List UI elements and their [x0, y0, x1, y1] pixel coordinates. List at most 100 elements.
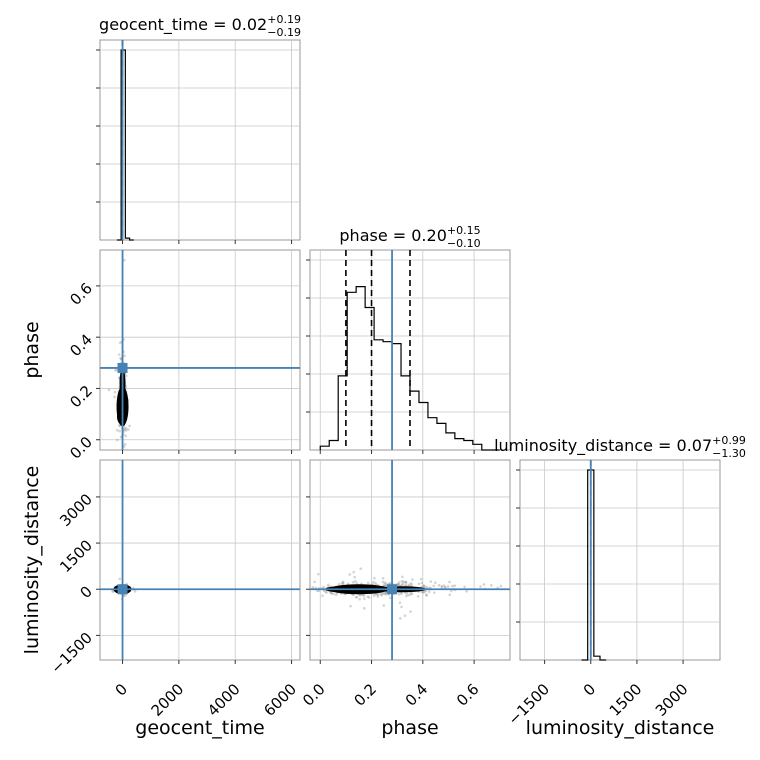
- y-tick-label-phase: 0.0: [66, 433, 96, 463]
- sample-point: [326, 583, 330, 587]
- sample-point: [709, 584, 712, 587]
- sample-point: [499, 584, 503, 588]
- sample-point: [425, 585, 429, 589]
- sample-point: [114, 369, 117, 372]
- sample-point: [427, 590, 431, 594]
- x-tick-label-phase: 0.0: [299, 680, 329, 710]
- sample-point: [421, 590, 425, 593]
- sample-point: [123, 442, 127, 446]
- x-tick-label-luminosity_distance: 3000: [652, 680, 692, 720]
- sample-point: [379, 593, 383, 596]
- sample-point: [423, 585, 426, 588]
- histogram-geocent_time: [116, 49, 134, 241]
- x-tick-label-phase: 0.2: [350, 680, 380, 710]
- sample-point: [409, 582, 413, 585]
- sample-point: [425, 594, 428, 597]
- sample-point: [407, 593, 410, 597]
- sample-point: [444, 585, 447, 589]
- sample-point: [317, 572, 320, 576]
- sample-point: [409, 610, 412, 613]
- sample-point: [341, 580, 345, 584]
- panel-frame-geocent_time-geocent_time: [99, 39, 301, 241]
- panel-marks-luminosity_distance-phase: [257, 460, 712, 660]
- sample-point: [404, 581, 408, 584]
- sample-point: [407, 583, 411, 587]
- title-plus-error: +0.99: [712, 434, 746, 447]
- sample-point: [388, 582, 392, 585]
- sample-point: [355, 595, 358, 599]
- sample-point: [346, 582, 350, 586]
- sample-point: [118, 341, 122, 345]
- sample-point: [448, 593, 451, 597]
- panel-frame-phase-geocent_time: [99, 249, 301, 451]
- sample-point: [116, 438, 119, 442]
- sample-point: [118, 577, 122, 581]
- sample-point: [127, 428, 130, 431]
- sample-point: [423, 590, 426, 593]
- sample-point: [124, 374, 128, 378]
- sample-point: [355, 595, 358, 599]
- sample-point: [375, 592, 378, 596]
- sample-point: [434, 581, 437, 585]
- panel-title-luminosity_distance: luminosity_distance = 0.07+0.99 −1.30: [494, 434, 746, 460]
- sample-point: [352, 570, 356, 574]
- x-tick-label-geocent_time: 6000: [260, 680, 300, 720]
- sample-point: [397, 584, 401, 587]
- sample-point: [450, 589, 453, 593]
- sample-point: [307, 586, 310, 589]
- sample-point: [324, 590, 328, 594]
- truth-marker: [117, 362, 128, 373]
- sample-point: [118, 353, 121, 356]
- sample-point: [351, 581, 355, 584]
- sample-point: [124, 594, 127, 597]
- sample-point: [402, 580, 405, 583]
- sample-point: [123, 258, 126, 262]
- sample-point: [360, 593, 364, 597]
- sample-point: [388, 582, 392, 585]
- panel-marks-phase-geocent_time: [100, 250, 300, 450]
- sample-point: [313, 580, 316, 584]
- title-plus-error: +0.19: [267, 13, 301, 26]
- sample-point: [362, 607, 366, 610]
- sample-point: [257, 591, 260, 594]
- sample-point: [382, 604, 386, 607]
- x-tick-label-luminosity_distance: 0: [580, 680, 599, 699]
- panel-frame-luminosity_distance-phase: [309, 459, 511, 661]
- sample-point: [404, 583, 408, 587]
- sample-point: [528, 594, 531, 597]
- sample-point: [113, 395, 116, 399]
- sample-point: [432, 591, 436, 594]
- sample-point: [419, 577, 423, 581]
- sample-point: [340, 582, 344, 585]
- sample-point: [382, 592, 385, 595]
- title-median: phase = 0.20: [339, 226, 446, 245]
- sample-point: [334, 593, 338, 596]
- y-tick-label-luminosity_distance: 3000: [56, 490, 96, 530]
- x-tick-label-geocent_time: 4000: [204, 680, 244, 720]
- sample-point: [341, 581, 345, 585]
- sample-point: [416, 595, 420, 598]
- sample-point: [383, 592, 387, 595]
- sample-point: [400, 605, 403, 609]
- sample-point: [367, 596, 371, 599]
- sample-point: [366, 581, 370, 585]
- sample-point: [123, 428, 126, 432]
- sample-point: [311, 586, 315, 589]
- y-tick-label-phase: 0.4: [66, 330, 96, 360]
- panel-frame-luminosity_distance-luminosity_distance: [519, 459, 721, 661]
- sample-point: [380, 593, 384, 597]
- sample-point: [420, 581, 424, 585]
- sample-point: [405, 592, 408, 595]
- title-median: geocent_time = 0.02: [99, 15, 267, 35]
- y-tick-label-luminosity_distance: −1500: [47, 629, 96, 678]
- x-tick-label-luminosity_distance: 1500: [606, 680, 646, 720]
- sample-point: [128, 424, 131, 428]
- sample-point: [490, 584, 493, 587]
- sample-point: [425, 593, 428, 597]
- sample-point: [116, 428, 119, 432]
- histogram-luminosity_distance: [581, 469, 607, 661]
- sample-point: [422, 584, 425, 587]
- title-minus-error: −1.30: [712, 447, 746, 460]
- sample-point: [383, 583, 386, 586]
- panel-title-phase: phase = 0.20+0.15 −0.10: [339, 224, 480, 250]
